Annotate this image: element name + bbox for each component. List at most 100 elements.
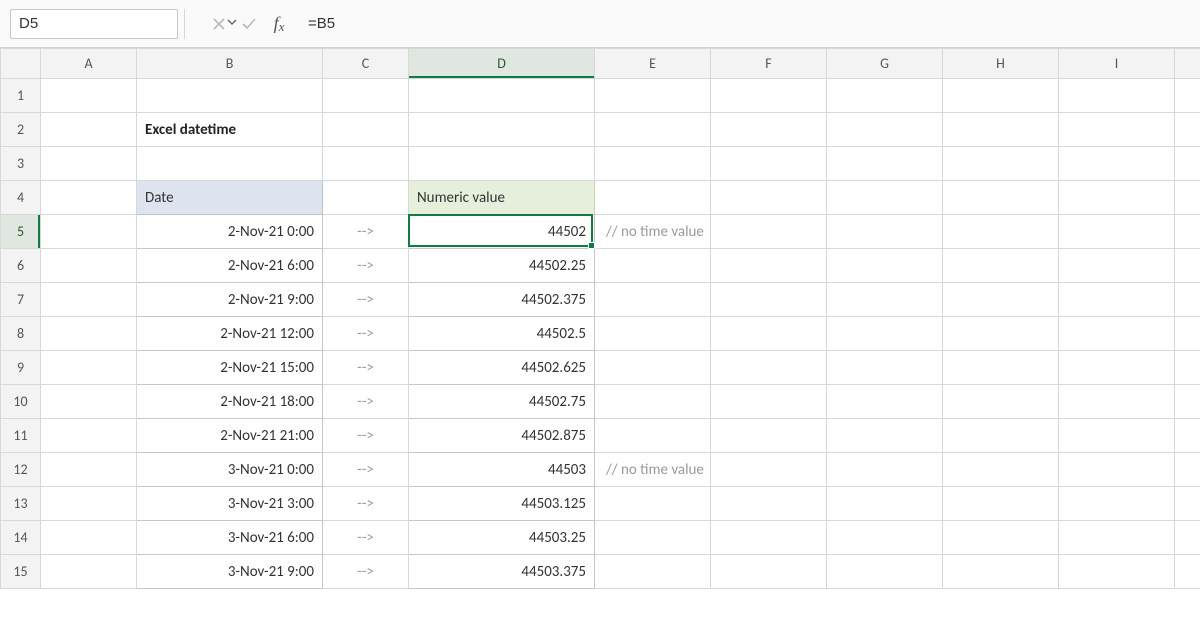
cell-J4[interactable] <box>1175 181 1200 215</box>
row-header-12[interactable]: 12 <box>1 453 41 487</box>
cell-J5[interactable] <box>1175 215 1200 249</box>
cell-F7[interactable] <box>711 283 827 317</box>
cell-D13[interactable]: 44503.125 <box>409 487 595 521</box>
col-header-H[interactable]: H <box>943 49 1059 79</box>
row-header-7[interactable]: 7 <box>1 283 41 317</box>
cell-A2[interactable] <box>41 113 137 147</box>
cell-D5[interactable]: // no time value44502 <box>409 215 595 249</box>
cell-C15[interactable]: --> <box>323 555 409 589</box>
cell-G12[interactable] <box>827 453 943 487</box>
cell-J1[interactable] <box>1175 79 1200 113</box>
cell-F15[interactable] <box>711 555 827 589</box>
cell-I15[interactable] <box>1059 555 1175 589</box>
cell-J3[interactable] <box>1175 147 1200 181</box>
cell-B8[interactable]: 2-Nov-21 12:00 <box>137 317 323 351</box>
cell-A10[interactable] <box>41 385 137 419</box>
worksheet[interactable]: A B C D E F G H I J 12Excel datetime34Da… <box>0 48 1200 589</box>
row-header-5[interactable]: 5 <box>1 215 41 249</box>
cell-C12[interactable]: --> <box>323 453 409 487</box>
cell-I14[interactable] <box>1059 521 1175 555</box>
cell-G13[interactable] <box>827 487 943 521</box>
cell-J12[interactable] <box>1175 453 1200 487</box>
cell-D14[interactable]: 44503.25 <box>409 521 595 555</box>
row-header-13[interactable]: 13 <box>1 487 41 521</box>
cell-B6[interactable]: 2-Nov-21 6:00 <box>137 249 323 283</box>
cell-H3[interactable] <box>943 147 1059 181</box>
row-header-10[interactable]: 10 <box>1 385 41 419</box>
cell-D1[interactable] <box>409 79 595 113</box>
cell-B13[interactable]: 3-Nov-21 3:00 <box>137 487 323 521</box>
cell-A5[interactable] <box>41 215 137 249</box>
cell-C7[interactable]: --> <box>323 283 409 317</box>
cell-G1[interactable] <box>827 79 943 113</box>
cell-G11[interactable] <box>827 419 943 453</box>
cell-J6[interactable] <box>1175 249 1200 283</box>
col-header-I[interactable]: I <box>1059 49 1175 79</box>
cell-F11[interactable] <box>711 419 827 453</box>
cell-F6[interactable] <box>711 249 827 283</box>
cell-H9[interactable] <box>943 351 1059 385</box>
cell-A6[interactable] <box>41 249 137 283</box>
cell-E14[interactable] <box>595 521 711 555</box>
cell-I1[interactable] <box>1059 79 1175 113</box>
cell-E6[interactable] <box>595 249 711 283</box>
cell-I12[interactable] <box>1059 453 1175 487</box>
cell-H13[interactable] <box>943 487 1059 521</box>
cell-H8[interactable] <box>943 317 1059 351</box>
cell-H11[interactable] <box>943 419 1059 453</box>
cell-H4[interactable] <box>943 181 1059 215</box>
cell-A11[interactable] <box>41 419 137 453</box>
cell-J14[interactable] <box>1175 521 1200 555</box>
row-header-8[interactable]: 8 <box>1 317 41 351</box>
cell-E5[interactable] <box>595 215 711 249</box>
cell-D2[interactable] <box>409 113 595 147</box>
cell-D6[interactable]: 44502.25 <box>409 249 595 283</box>
col-header-G[interactable]: G <box>827 49 943 79</box>
cell-I2[interactable] <box>1059 113 1175 147</box>
cell-J2[interactable] <box>1175 113 1200 147</box>
cell-I3[interactable] <box>1059 147 1175 181</box>
cell-I10[interactable] <box>1059 385 1175 419</box>
cell-H14[interactable] <box>943 521 1059 555</box>
row-header-4[interactable]: 4 <box>1 181 41 215</box>
cell-C10[interactable]: --> <box>323 385 409 419</box>
cell-C3[interactable] <box>323 147 409 181</box>
cell-B2[interactable]: Excel datetime <box>137 113 323 147</box>
cell-I8[interactable] <box>1059 317 1175 351</box>
row-header-2[interactable]: 2 <box>1 113 41 147</box>
cell-F3[interactable] <box>711 147 827 181</box>
cell-G2[interactable] <box>827 113 943 147</box>
cell-D7[interactable]: 44502.375 <box>409 283 595 317</box>
cell-D9[interactable]: 44502.625 <box>409 351 595 385</box>
cell-B10[interactable]: 2-Nov-21 18:00 <box>137 385 323 419</box>
cell-H1[interactable] <box>943 79 1059 113</box>
row-header-9[interactable]: 9 <box>1 351 41 385</box>
cell-H15[interactable] <box>943 555 1059 589</box>
cell-F1[interactable] <box>711 79 827 113</box>
cell-E2[interactable] <box>595 113 711 147</box>
row-header-1[interactable]: 1 <box>1 79 41 113</box>
cell-E4[interactable] <box>595 181 711 215</box>
cell-E13[interactable] <box>595 487 711 521</box>
cell-J10[interactable] <box>1175 385 1200 419</box>
cell-F4[interactable] <box>711 181 827 215</box>
cell-C11[interactable]: --> <box>323 419 409 453</box>
col-header-A[interactable]: A <box>41 49 137 79</box>
cell-H5[interactable] <box>943 215 1059 249</box>
cell-A14[interactable] <box>41 521 137 555</box>
cell-B12[interactable]: 3-Nov-21 0:00 <box>137 453 323 487</box>
cell-F10[interactable] <box>711 385 827 419</box>
cell-G4[interactable] <box>827 181 943 215</box>
cell-E1[interactable] <box>595 79 711 113</box>
cell-H7[interactable] <box>943 283 1059 317</box>
cell-H6[interactable] <box>943 249 1059 283</box>
cell-F2[interactable] <box>711 113 827 147</box>
cell-F14[interactable] <box>711 521 827 555</box>
cell-A13[interactable] <box>41 487 137 521</box>
name-box-wrap[interactable] <box>10 9 178 39</box>
cell-D4[interactable]: Numeric value <box>409 181 595 215</box>
cell-C1[interactable] <box>323 79 409 113</box>
cell-B4[interactable]: Date <box>137 181 323 215</box>
cell-G5[interactable] <box>827 215 943 249</box>
cell-F8[interactable] <box>711 317 827 351</box>
